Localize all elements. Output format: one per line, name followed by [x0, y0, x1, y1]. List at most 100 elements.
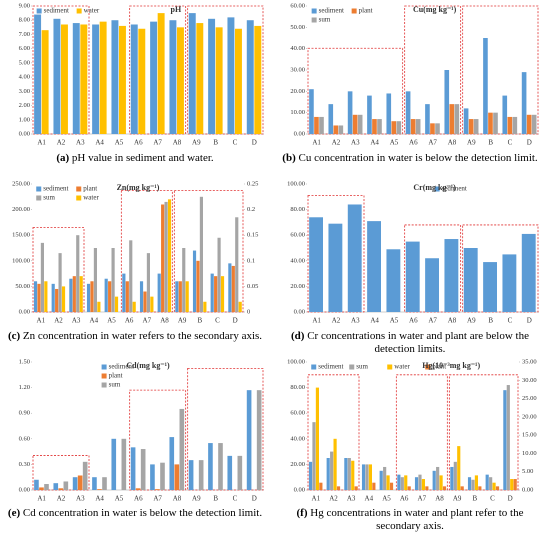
chart-title: Zn(mg kg⁻¹) — [117, 183, 160, 192]
bar — [344, 458, 348, 490]
legend-swatch — [36, 8, 42, 14]
x-tick-label: B — [197, 317, 202, 325]
caption: (d) Cr concentrations in water and plant… — [279, 330, 541, 356]
bar — [238, 301, 242, 312]
bar — [92, 477, 97, 490]
y-tick-label: 0.00 — [294, 486, 305, 493]
y2-tick-label: 10.00 — [522, 450, 537, 457]
legend-swatch — [36, 195, 42, 201]
bar — [97, 301, 101, 312]
bar — [169, 437, 175, 490]
bar — [449, 104, 455, 134]
bar — [93, 248, 98, 312]
chart-title: Cd(mg kg⁻¹) — [126, 361, 170, 370]
group-box — [173, 189, 244, 313]
bar — [97, 489, 102, 490]
legend-swatch — [387, 364, 393, 370]
bar — [453, 461, 457, 490]
bar — [435, 123, 440, 134]
bar — [51, 283, 55, 312]
y-tick-label: 80.00 — [290, 384, 305, 391]
x-tick-label: A9 — [192, 139, 201, 147]
bar — [444, 70, 450, 134]
x-tick-label: A9 — [192, 495, 201, 503]
x-tick-label: D — [527, 139, 532, 147]
bar — [467, 477, 472, 490]
x-tick-label: A2 — [332, 317, 341, 325]
bar — [405, 91, 411, 134]
caption: (e) Cd concentration in water is below t… — [4, 507, 266, 520]
bar — [130, 447, 136, 490]
x-tick-label: A6 — [125, 317, 134, 325]
bar — [361, 464, 366, 490]
bar — [432, 470, 436, 490]
y-tick-label: 0.00 — [294, 308, 305, 315]
x-tick-label: A6 — [409, 139, 418, 147]
x-tick-label: A1 — [312, 139, 321, 147]
bar — [80, 24, 88, 134]
x-tick-label: A2 — [54, 317, 63, 325]
x-tick-label: A9 — [467, 139, 476, 147]
legend-label: plant — [432, 363, 446, 371]
chart-title: Hg(10⁻³mg kg⁻¹) — [422, 361, 480, 370]
x-tick-label: A3 — [351, 317, 360, 325]
legend-label: sum — [319, 16, 331, 24]
bar — [161, 204, 165, 312]
x-tick-label: A6 — [134, 495, 143, 503]
bar — [521, 72, 527, 134]
y-tick-label: 7.00 — [19, 31, 30, 38]
y-tick-label: 150.00 — [12, 232, 30, 239]
bar — [309, 89, 314, 134]
bar — [425, 104, 430, 134]
y2-tick-label: 0.15 — [247, 232, 258, 239]
y2-tick-label: 0.00 — [522, 486, 533, 493]
bar — [439, 475, 443, 490]
x-tick-label: A7 — [143, 317, 152, 325]
bar — [473, 119, 479, 134]
bar — [454, 104, 460, 134]
x-tick-label: A5 — [390, 139, 399, 147]
legend-swatch — [351, 8, 357, 14]
y-tick-label: 100.00 — [12, 257, 30, 264]
x-tick-label: A6 — [400, 495, 409, 503]
x-tick-label: C — [233, 139, 238, 147]
x-tick-label: A4 — [95, 139, 104, 147]
y-tick-label: 0.00 — [19, 486, 30, 493]
x-tick-label: A8 — [435, 495, 444, 503]
y-tick-label: 0.00 — [19, 308, 30, 315]
x-tick-label: A8 — [160, 317, 169, 325]
bar — [396, 121, 402, 134]
bar — [510, 479, 514, 490]
bar — [231, 265, 235, 312]
x-tick-label: A4 — [90, 317, 99, 325]
bar — [33, 281, 38, 312]
caption: (a) pH value in sediment and water. — [4, 152, 266, 165]
bar — [178, 281, 182, 312]
caption-label: (e) — [7, 507, 21, 519]
y-tick-label: 3.00 — [19, 88, 30, 95]
bar — [386, 249, 401, 312]
bar — [39, 487, 44, 490]
bar — [391, 121, 397, 134]
x-tick-label: A3 — [76, 495, 85, 503]
bar — [521, 233, 536, 312]
bar — [192, 250, 197, 312]
caption: (c) Zn concentration in water refers to … — [4, 330, 266, 343]
bar — [58, 488, 64, 490]
bar — [418, 474, 422, 490]
group-box — [448, 374, 519, 491]
y-tick-label: 30.00 — [290, 66, 305, 73]
bar — [40, 242, 45, 312]
y-tick-label: 50.00 — [290, 24, 305, 31]
legend-swatch — [101, 373, 107, 379]
bar — [150, 464, 155, 490]
x-tick-label: A7 — [153, 139, 162, 147]
bar — [489, 477, 493, 490]
bar — [379, 470, 383, 490]
y-tick-label: 50.00 — [15, 283, 30, 290]
x-tick-label: B — [488, 317, 493, 325]
bar — [160, 462, 165, 490]
bar — [483, 38, 488, 134]
y2-tick-label: 25.00 — [522, 395, 537, 402]
bar — [372, 482, 376, 490]
